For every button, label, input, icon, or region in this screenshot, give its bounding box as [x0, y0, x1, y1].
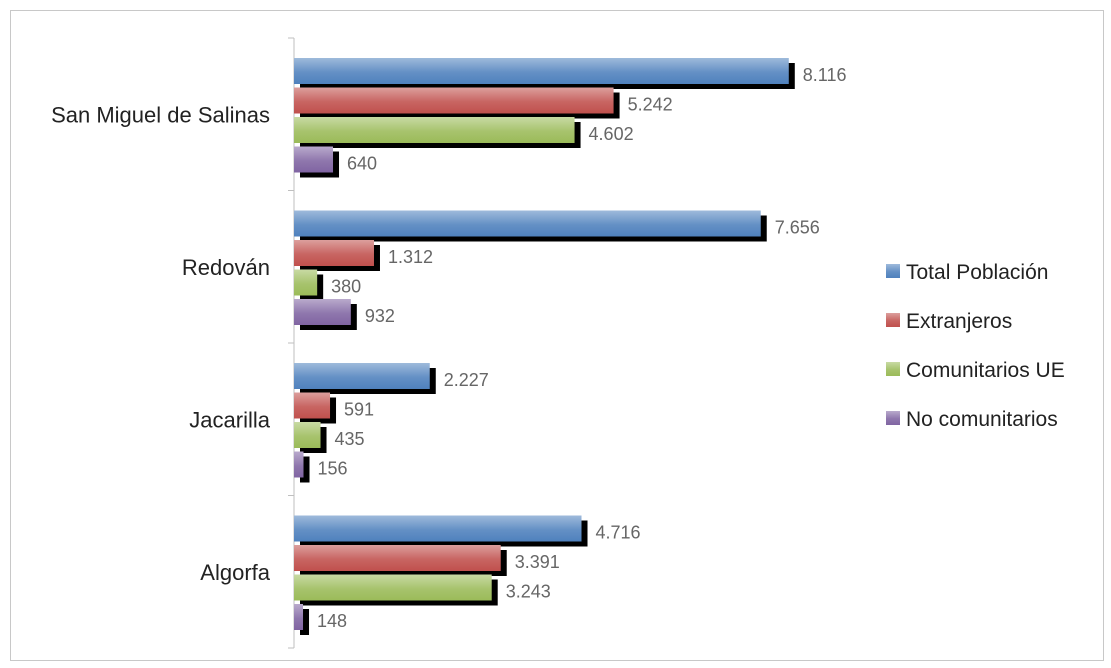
bar-extranjeros — [294, 392, 331, 419]
bar-comunitarios-ue — [294, 422, 321, 448]
legend-swatch — [886, 411, 900, 425]
bar-shadow — [300, 609, 310, 635]
legend-label: Total Población — [906, 261, 1048, 284]
bar-comunitarios-ue — [294, 574, 492, 601]
bar-extranjeros — [294, 545, 501, 571]
bar-total-poblacion — [294, 58, 789, 84]
data-label: 4.602 — [589, 124, 634, 144]
legend-item-no-comunitarios: No comunitarios — [886, 408, 1058, 431]
bar-comunitarios-ue — [294, 117, 575, 143]
bar-group-jacarilla: 2.227 591 435 156 — [294, 363, 489, 483]
category-label: San Miguel de Salinas — [51, 102, 270, 127]
legend-swatch — [886, 264, 900, 278]
bar-no-comunitarios — [294, 299, 351, 325]
legend-label: No comunitarios — [906, 408, 1058, 431]
legend-swatch — [886, 313, 900, 327]
data-label: 2.227 — [444, 370, 489, 390]
bar-shadow — [300, 456, 310, 483]
bar-no-comunitarios — [294, 146, 334, 173]
data-label: 5.242 — [628, 95, 673, 115]
legend-label: Comunitarios UE — [906, 359, 1065, 382]
y-axis — [288, 37, 295, 649]
data-label: 380 — [331, 277, 361, 297]
bar-total-poblacion — [294, 363, 430, 389]
category-labels: San Miguel de Salinas Redován Jacarilla Alg… — [51, 102, 271, 585]
legend-item-total-poblacion: Total Población — [886, 261, 1048, 284]
legend-label: Extranjeros — [906, 310, 1012, 333]
bar-extranjeros — [294, 240, 374, 266]
legend-swatch — [886, 362, 900, 376]
bar-total-poblacion — [294, 210, 761, 237]
bar-group-san-miguel-de-salinas: 8.116 5.242 4.602 640 — [294, 58, 847, 178]
legend-item-comunitarios-ue: Comunitarios UE — [886, 359, 1065, 382]
category-label: Algorfa — [200, 560, 270, 585]
data-label: 1.312 — [388, 247, 433, 267]
data-label: 591 — [344, 400, 374, 420]
data-label: 156 — [318, 459, 348, 479]
data-label: 435 — [335, 429, 365, 449]
bar-extranjeros — [294, 87, 614, 114]
legend-item-extranjeros: Extranjeros — [886, 310, 1012, 333]
category-label: Jacarilla — [189, 407, 270, 432]
category-label: Redován — [182, 255, 270, 280]
data-label: 640 — [347, 154, 377, 174]
bar-no-comunitarios — [294, 451, 304, 478]
bar-group-algorfa: 4.716 3.391 3.243 148 — [294, 515, 641, 635]
data-label: 3.391 — [515, 552, 560, 572]
data-label: 932 — [365, 306, 395, 326]
data-label: 3.243 — [506, 582, 551, 602]
bar-comunitarios-ue — [294, 269, 318, 296]
bar-no-comunitarios — [294, 604, 304, 630]
legend: Total Población Extranjeros Comunitarios U… — [886, 261, 1065, 431]
data-label: 7.656 — [775, 218, 820, 238]
data-label: 8.116 — [803, 65, 847, 85]
bar-total-poblacion — [294, 515, 582, 542]
data-label: 148 — [317, 611, 347, 631]
data-label: 4.716 — [596, 523, 641, 543]
